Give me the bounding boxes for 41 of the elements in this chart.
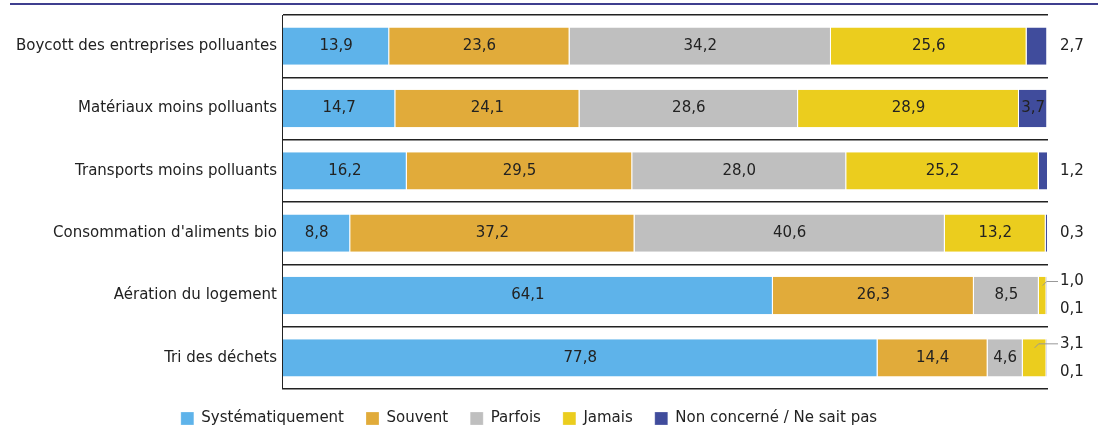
data-label: 14,7 — [322, 98, 356, 117]
data-label: 0,1 — [1060, 299, 1084, 318]
data-label: 16,2 — [328, 160, 362, 179]
legend-label: Non concerné / Ne sait pas — [675, 408, 878, 427]
data-label: 8,5 — [994, 285, 1019, 304]
y-tick-label: Tri des déchets — [163, 347, 278, 366]
legend-label: Jamais — [582, 408, 633, 427]
data-label: 29,5 — [502, 160, 537, 179]
legend-label: Parfois — [490, 408, 542, 427]
y-tick-label: Transports moins polluants — [74, 160, 278, 179]
data-label: 25,2 — [925, 160, 960, 179]
data-label: 1,0 — [1060, 271, 1084, 290]
data-label: 2,7 — [1060, 36, 1084, 55]
data-label: 77,8 — [563, 347, 597, 366]
y-tick-label: Matériaux moins polluants — [78, 98, 278, 117]
data-label: 25,6 — [912, 36, 946, 55]
data-label: 4,6 — [993, 347, 1018, 366]
data-label: 23,6 — [462, 36, 497, 55]
data-label: 28,0 — [722, 160, 756, 179]
data-label: 13,2 — [978, 223, 1012, 242]
data-label: 1,2 — [1060, 160, 1084, 179]
data-label: 13,9 — [319, 36, 353, 55]
y-tick-label: Consommation d'aliments bio — [53, 223, 277, 242]
data-label: 14,4 — [915, 347, 950, 366]
data-label: 26,3 — [856, 285, 891, 304]
data-label: 0,3 — [1060, 223, 1084, 242]
data-label: 64,1 — [511, 285, 545, 304]
legend-label: Systématiquement — [201, 408, 345, 427]
data-label: 28,6 — [672, 98, 706, 117]
data-label: 24,1 — [470, 98, 505, 117]
y-tick-label: Aération du logement — [113, 285, 278, 304]
data-label: 3,7 — [1021, 98, 1046, 117]
data-label: 34,2 — [683, 36, 717, 55]
data-label: 37,2 — [475, 223, 510, 242]
data-label: 3,1 — [1060, 333, 1084, 352]
data-label: 40,6 — [772, 223, 807, 242]
y-tick-label: Boycott des entreprises polluantes — [15, 36, 278, 55]
data-label: 28,9 — [891, 98, 926, 117]
legend-label: Souvent — [386, 408, 449, 427]
data-label: 0,1 — [1060, 361, 1084, 380]
data-label: 8,8 — [304, 223, 329, 242]
